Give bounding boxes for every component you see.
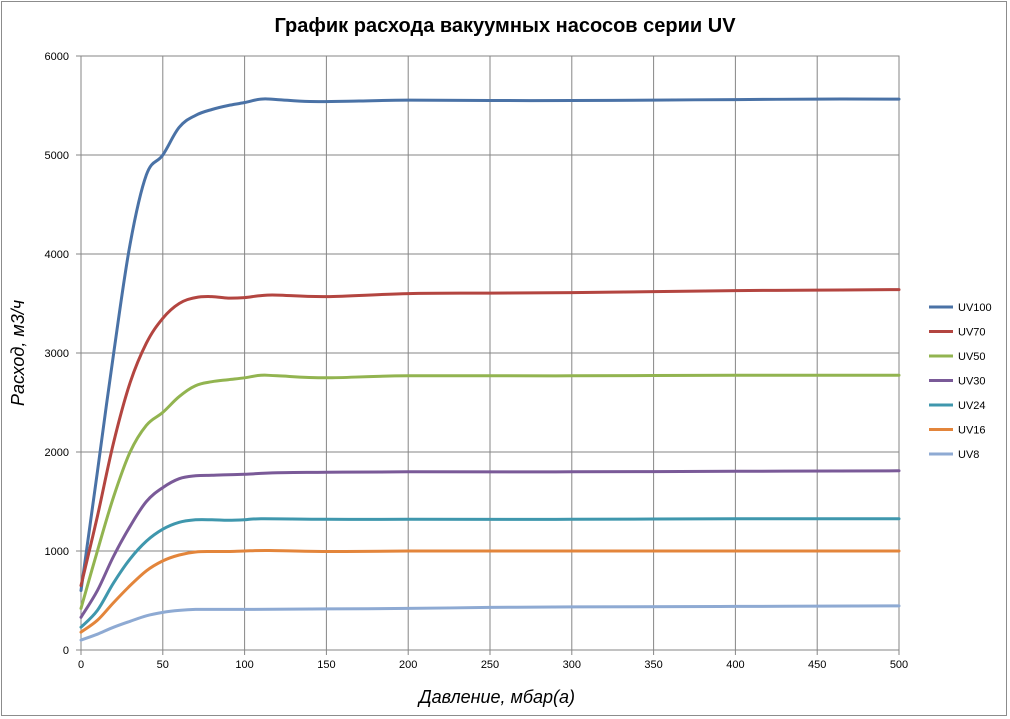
y-tick-label: 3000 xyxy=(45,348,69,360)
x-tick-label: 350 xyxy=(644,659,662,671)
x-axis-label: Давление, мбар(а) xyxy=(417,687,575,707)
series-line-uv50 xyxy=(79,373,901,610)
x-tick-label: 400 xyxy=(726,659,744,671)
y-tick-label: 0 xyxy=(63,645,69,657)
legend-label-uv70: UV70 xyxy=(958,327,986,339)
x-tick-label: 100 xyxy=(235,659,253,671)
series-line-uv30 xyxy=(79,469,901,619)
y-tick-label: 1000 xyxy=(45,546,69,558)
y-tick-label: 6000 xyxy=(45,51,69,63)
series-line-uv16 xyxy=(79,548,901,634)
legend-label-uv50: UV50 xyxy=(958,351,986,363)
x-tick-label: 50 xyxy=(157,659,169,671)
x-tick-label: 250 xyxy=(481,659,499,671)
chart-title: График расхода вакуумных насосов серии U… xyxy=(274,15,736,37)
y-tick-label: 4000 xyxy=(45,249,69,261)
ticks: 0 50 100 150 200 250 300 350 400 450 5000100020003… xyxy=(45,51,909,671)
y-tick-label: 2000 xyxy=(45,447,69,459)
series-lines xyxy=(79,97,901,642)
x-tick-label: 150 xyxy=(317,659,335,671)
legend-label-uv16: UV16 xyxy=(958,425,986,437)
legend: UV100 UV70 UV50 UV30 UV24 UV16 UV8 xyxy=(929,302,992,461)
series-line-uv24 xyxy=(79,517,901,629)
x-tick-label: 300 xyxy=(563,659,581,671)
y-axis-label: Расход, м3/ч xyxy=(8,300,28,406)
series-line-uv8 xyxy=(79,604,901,642)
legend-label-uv24: UV24 xyxy=(958,400,986,412)
series-line-uv100 xyxy=(79,97,901,593)
y-tick-label: 5000 xyxy=(45,150,69,162)
series-line-uv70 xyxy=(79,288,901,588)
legend-label-uv8: UV8 xyxy=(958,449,979,461)
legend-label-uv30: UV30 xyxy=(958,376,986,388)
x-tick-label: 200 xyxy=(399,659,417,671)
x-tick-label: 450 xyxy=(808,659,826,671)
x-tick-label: 0 xyxy=(78,659,84,671)
x-tick-label: 500 xyxy=(890,659,908,671)
legend-label-uv100: UV100 xyxy=(958,302,992,314)
